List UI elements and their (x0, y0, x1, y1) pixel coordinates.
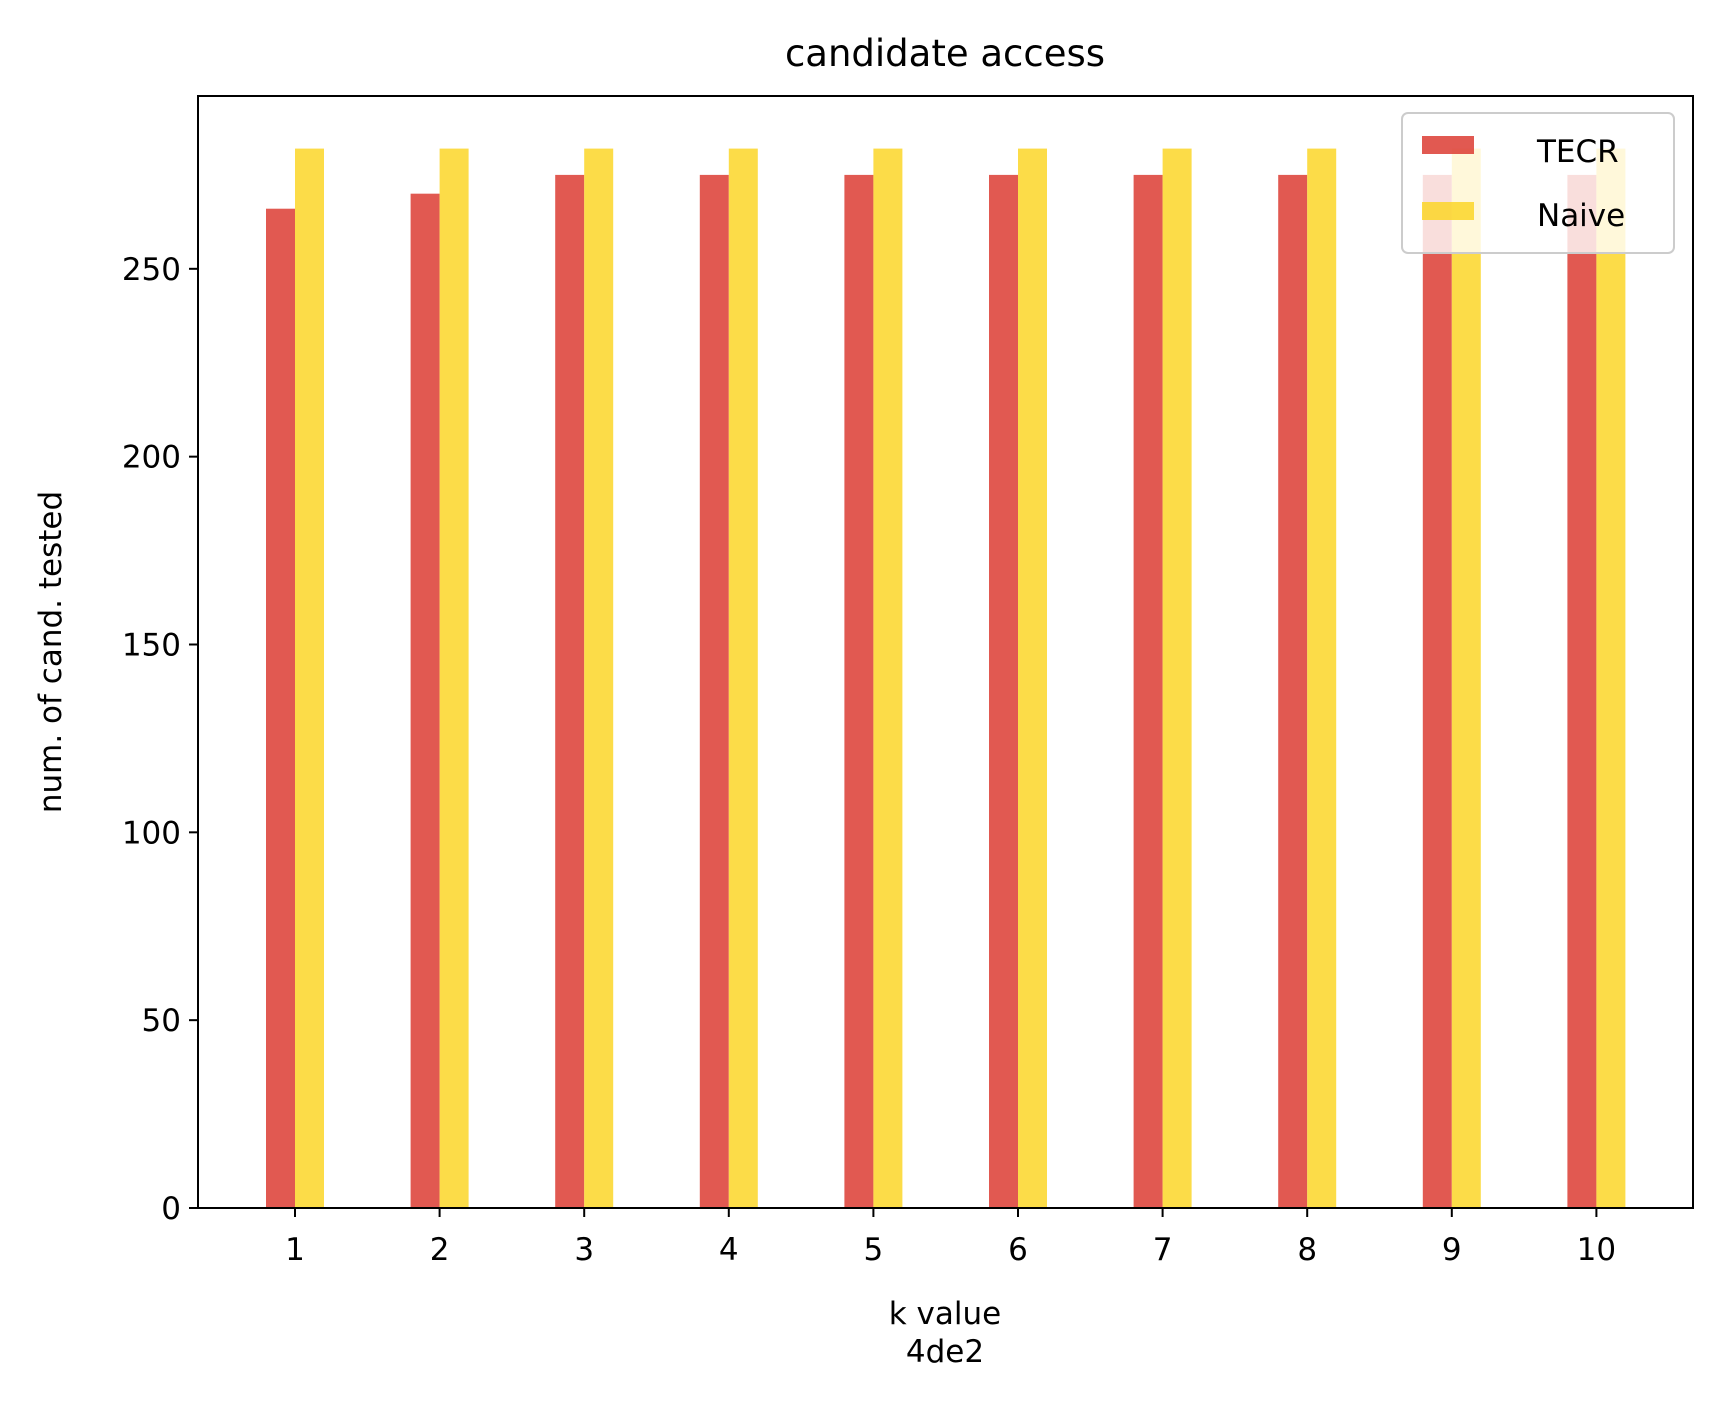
x-tick-label: 7 (1153, 1232, 1173, 1268)
legend-label-tecr: TECR (1536, 134, 1619, 170)
bar-tecr-k10 (1567, 174, 1597, 1209)
y-tick-label: 200 (122, 440, 181, 476)
x-tick-label: 2 (430, 1232, 450, 1268)
x-tick-label: 8 (1297, 1232, 1317, 1268)
y-tick-label: 150 (122, 627, 181, 663)
x-tick-label: 9 (1442, 1232, 1462, 1268)
legend-swatch-tecr (1422, 136, 1474, 154)
x-tick-label: 5 (864, 1232, 884, 1268)
bar-naive-k10 (1596, 148, 1626, 1208)
bar-naive-k4 (728, 148, 758, 1208)
y-tick-label: 250 (122, 252, 181, 288)
x-tick-label: 6 (1008, 1232, 1028, 1268)
bar-naive-k7 (1162, 148, 1192, 1208)
bar-naive-k3 (584, 148, 614, 1208)
x-tick-label: 10 (1577, 1232, 1616, 1268)
bar-tecr-k6 (989, 174, 1018, 1209)
plot-frame (197, 95, 1694, 1209)
y-tick-label: 50 (142, 1003, 181, 1039)
bar-tecr-k8 (1278, 174, 1308, 1209)
bar-tecr-k3 (555, 174, 585, 1209)
bar-naive-k2 (439, 148, 469, 1208)
bar-naive-k8 (1307, 148, 1337, 1208)
bar-naive-k9 (1451, 148, 1481, 1208)
legend-swatch-naive (1422, 202, 1474, 220)
y-tick-label: 100 (122, 815, 181, 851)
bar-tecr-k7 (1133, 174, 1163, 1209)
chart-title: candidate access (785, 32, 1105, 75)
bar-naive-k5 (873, 148, 903, 1208)
y-tick-label: 0 (161, 1191, 181, 1227)
bar-naive-k6 (1018, 148, 1047, 1208)
x-axis-label: k value (889, 1296, 1001, 1332)
bar-tecr-k9 (1422, 174, 1452, 1209)
x-tick-label: 4 (719, 1232, 739, 1268)
x-tick-label: 1 (285, 1232, 305, 1268)
x-tick-label: 3 (574, 1232, 594, 1268)
bar-naive-k1 (295, 148, 324, 1208)
bar-tecr-k5 (844, 174, 874, 1209)
bar-tecr-k4 (699, 174, 729, 1209)
bars-layer (266, 148, 1626, 1209)
bar-tecr-k1 (266, 208, 295, 1208)
y-axis-label: num. of cand. tested (33, 491, 69, 813)
legend-label-naive: Naive (1537, 198, 1625, 234)
x-axis-sublabel: 4de2 (906, 1334, 984, 1370)
bar-tecr-k2 (410, 193, 440, 1209)
legend: TECR Naive (1401, 112, 1675, 254)
